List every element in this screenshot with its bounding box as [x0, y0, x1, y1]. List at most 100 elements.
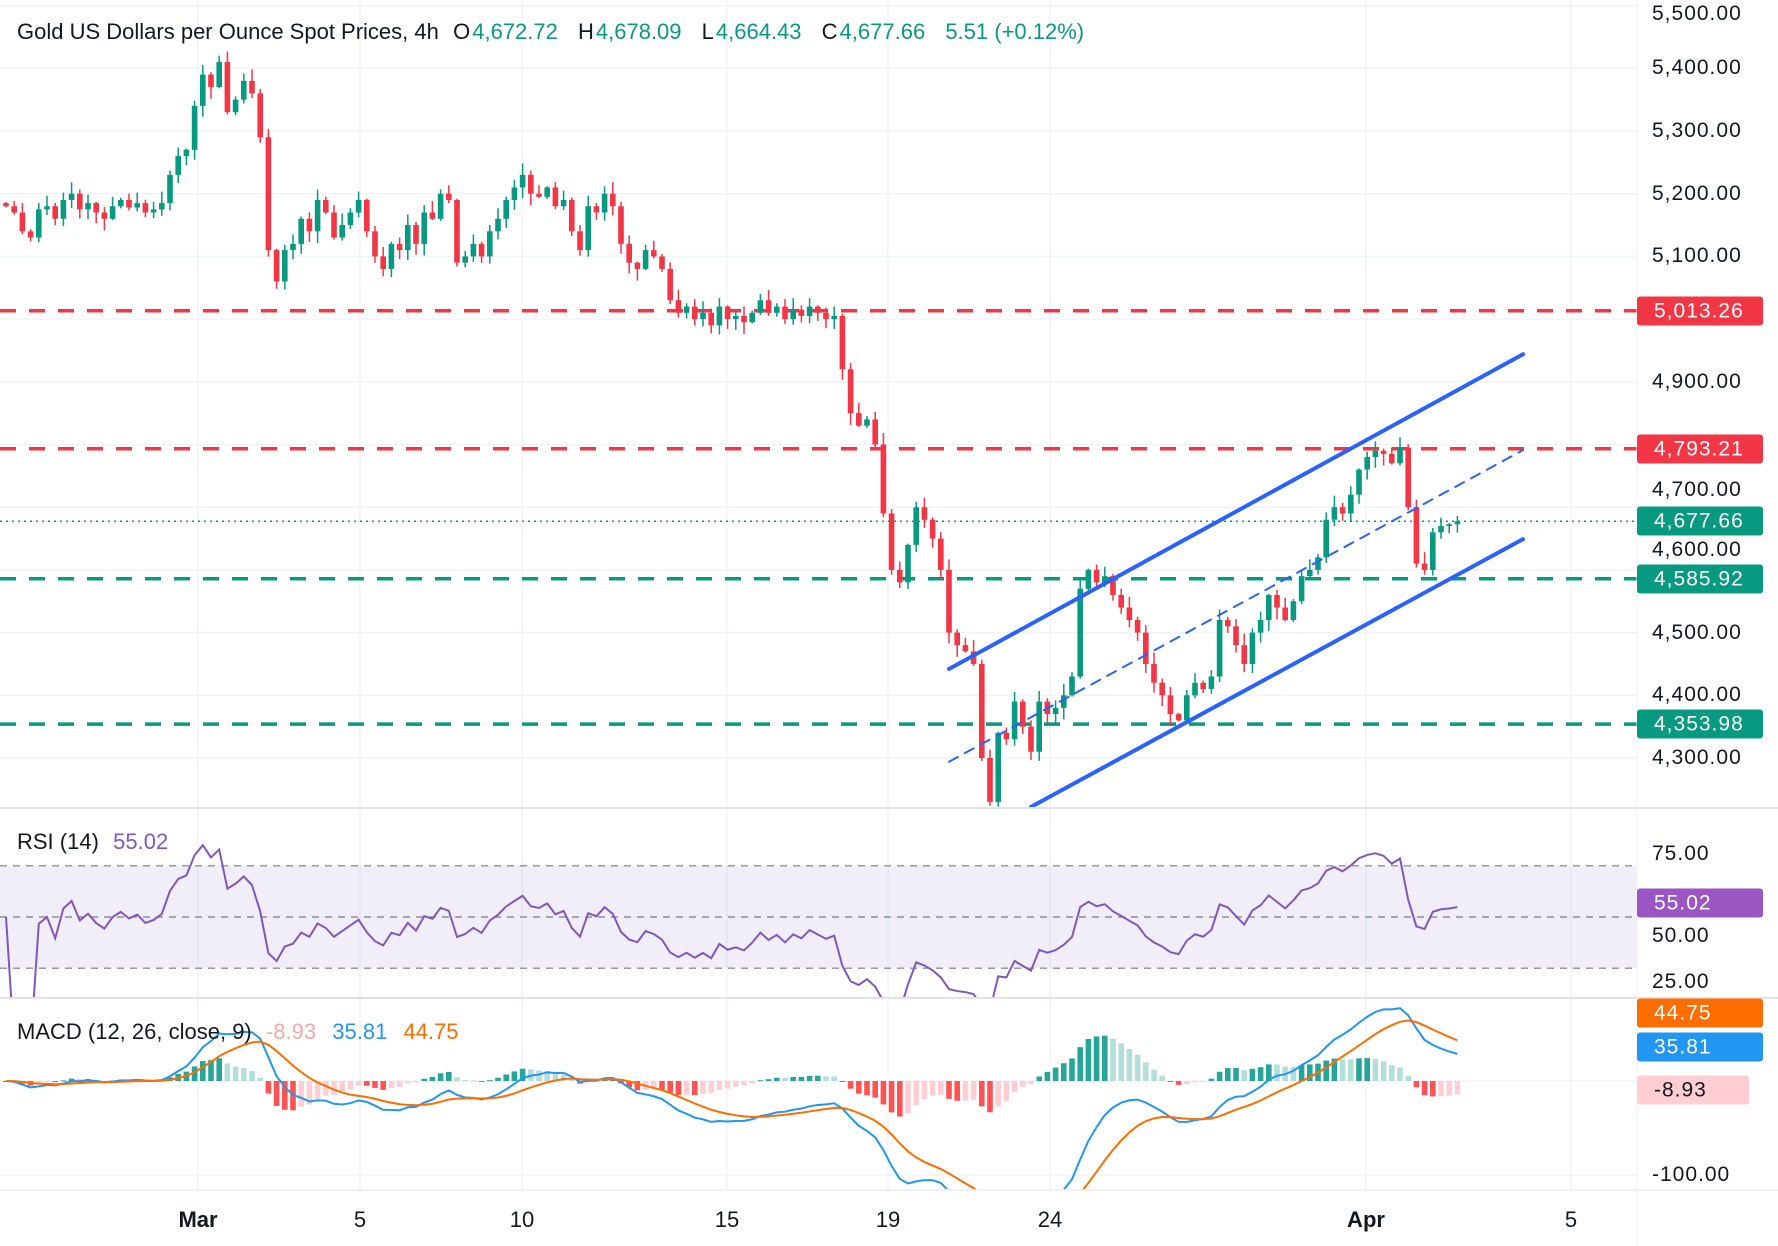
candle-body [495, 218, 501, 232]
macd-histogram-bar [1052, 1067, 1059, 1081]
candle-body [3, 203, 9, 207]
candle-body [257, 93, 263, 138]
macd-histogram-bar [1134, 1054, 1141, 1081]
candle-body [265, 137, 272, 251]
price-axis-label: 4,700.00 [1652, 478, 1742, 501]
macd-histogram-bar [273, 1081, 280, 1107]
candle-body [413, 225, 419, 244]
candle-body [1348, 494, 1354, 514]
macd-histogram-bar [1421, 1081, 1428, 1096]
macd-histogram-bar [519, 1068, 526, 1081]
macd-axis-label: -100.00 [1652, 1163, 1731, 1186]
candle-body [1380, 450, 1387, 454]
macd-histogram-bar [536, 1070, 542, 1081]
macd-histogram-bar [700, 1081, 706, 1094]
candle-body [1069, 676, 1075, 696]
macd-histogram-bar [1110, 1038, 1116, 1081]
macd-histogram-bar [1331, 1058, 1338, 1081]
candle-body [511, 187, 518, 200]
candle-body [626, 243, 632, 263]
level-badge: 4,585.92 [1637, 564, 1763, 594]
channel[interactable] [947, 352, 1525, 808]
rsi-axis-label: 75.00 [1652, 842, 1710, 865]
candle-body [659, 256, 665, 269]
candle-body [847, 369, 854, 414]
macd-histogram-bar [347, 1081, 354, 1090]
candle-body [536, 193, 542, 197]
grid [0, 0, 1637, 1190]
candle-body [1085, 569, 1092, 589]
price-axis-label: 4,900.00 [1652, 369, 1742, 393]
macd-histogram-bar [733, 1081, 739, 1087]
candle-body [765, 300, 772, 313]
macd-histogram-bar [503, 1074, 509, 1081]
candle-body [798, 309, 805, 316]
candle-body [716, 306, 723, 326]
candle-body [1077, 588, 1083, 677]
macd-histogram-bar [987, 1081, 993, 1113]
candle-body [1184, 695, 1190, 721]
horizontal-levels [0, 309, 1637, 726]
macd-histogram-bar [191, 1066, 198, 1081]
price-axis-label: 5,500.00 [1652, 2, 1742, 25]
macd-histogram-bar [388, 1081, 395, 1089]
macd-histogram-bar [683, 1081, 690, 1095]
candle-body [921, 507, 928, 520]
candle-body [421, 212, 427, 244]
macd-histogram-bar [257, 1077, 263, 1081]
macd-histogram-bar [396, 1081, 403, 1088]
macd-histogram-bar [1430, 1081, 1436, 1097]
macd-histogram-bar [823, 1076, 829, 1081]
candle-body [183, 149, 190, 157]
macd-histogram-bar [856, 1081, 862, 1094]
macd-histogram-bar [798, 1076, 805, 1081]
candle-body [1438, 526, 1444, 533]
rsi-axis-label: 25.00 [1652, 970, 1710, 993]
candle-body [1118, 594, 1124, 608]
price-axis-label: 5,300.00 [1652, 119, 1742, 142]
candle-body [1389, 453, 1395, 464]
macd-histogram-bar [1118, 1043, 1124, 1081]
macd-histogram-bar [995, 1081, 1001, 1107]
candle-body [60, 199, 67, 219]
candle-body [528, 174, 534, 194]
candle-body [749, 312, 755, 323]
candle-body [224, 62, 231, 113]
candle-body [519, 174, 526, 188]
candle-body [126, 199, 132, 208]
macd-histogram-bar [872, 1081, 878, 1098]
macd-histogram-bar [429, 1076, 436, 1081]
candle-body [905, 544, 911, 583]
macd-histogram-bar [323, 1081, 329, 1096]
candle-body [290, 243, 296, 251]
candle-body [1307, 569, 1313, 577]
candle-body [306, 218, 313, 232]
candle-body [175, 156, 181, 175]
candle-body [815, 306, 821, 313]
macd-histogram-bar [749, 1081, 755, 1084]
time-label: 24 [1037, 1207, 1063, 1232]
candle-body [1339, 507, 1346, 514]
candle-body [987, 758, 993, 802]
candle-body [191, 105, 198, 150]
macd-histogram-bar [511, 1071, 518, 1081]
candle-body [1405, 447, 1411, 508]
level-badge: 4,353.98 [1637, 709, 1763, 739]
candle-body [380, 256, 386, 269]
macd-histogram-bar [962, 1081, 969, 1101]
macd-histogram-bar [831, 1076, 837, 1081]
candle-body [1241, 645, 1247, 664]
macd-histogram-bar [897, 1081, 903, 1117]
macd-histogram-bar [847, 1081, 854, 1089]
macd-histogram-bar [1028, 1081, 1034, 1085]
macd-histogram-bar [1200, 1081, 1206, 1082]
candle-body [569, 199, 575, 232]
rsi-badge: 55.02 [1637, 888, 1763, 918]
candle-body [36, 209, 42, 238]
macd-histogram-bar [208, 1060, 214, 1081]
candle-body [675, 300, 682, 313]
macd-histogram-bar [306, 1081, 313, 1105]
candle-body [1298, 576, 1305, 602]
macd-histogram-bar [1151, 1069, 1157, 1081]
